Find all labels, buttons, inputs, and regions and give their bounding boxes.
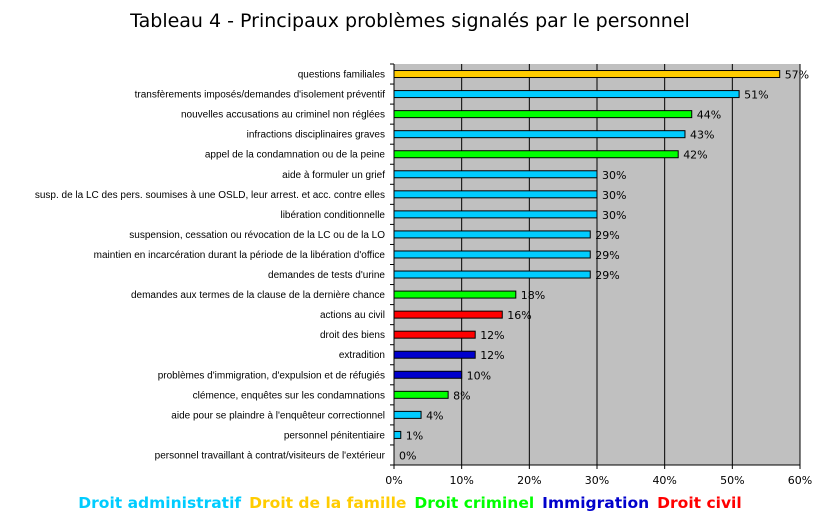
bar (393, 70, 781, 79)
legend: Droit administratif Droit de la famille Dr… (0, 494, 820, 512)
data-label: 44% (697, 109, 721, 122)
bar (393, 330, 476, 339)
data-label: 30% (602, 209, 626, 222)
category-label: susp. de la LC des pers. soumises à une … (35, 190, 385, 201)
data-label: 29% (595, 269, 619, 282)
x-tick-label: 50% (720, 474, 744, 487)
category-label: personnel pénitentiaire (284, 430, 386, 441)
legend-entry: Droit administratif (78, 494, 242, 512)
x-tick-label: 30% (585, 474, 609, 487)
legend-entry: Droit civil (657, 494, 742, 512)
bar (393, 230, 591, 239)
bar (393, 370, 463, 379)
data-label: 29% (595, 229, 619, 242)
data-label: 4% (426, 409, 443, 422)
data-label: 10% (467, 369, 491, 382)
category-label: demandes aux termes de la clause de la d… (131, 290, 385, 301)
bar (393, 90, 740, 99)
x-tick-label: 0% (385, 474, 402, 487)
category-label: questions familiales (298, 70, 385, 81)
category-label: clémence, enquêtes sur les condamnations (193, 390, 385, 401)
category-label: extradition (339, 350, 385, 361)
data-label: 16% (507, 309, 531, 322)
bar (393, 110, 693, 119)
category-label: appel de la condamnation ou de la peine (205, 150, 386, 161)
x-tick-label: 40% (652, 474, 676, 487)
x-tick-label: 10% (449, 474, 473, 487)
bar (393, 250, 591, 259)
data-label: 30% (602, 169, 626, 182)
data-label: 42% (683, 149, 707, 162)
data-label: 12% (480, 329, 504, 342)
bar (393, 210, 598, 219)
category-label: problèmes d'immigration, d'expulsion et … (158, 370, 385, 381)
x-tick-label: 60% (788, 474, 812, 487)
bar (393, 190, 598, 199)
legend-entry: Droit de la famille (249, 494, 407, 512)
x-tick-label: 20% (517, 474, 541, 487)
data-label: 43% (690, 129, 714, 142)
category-label: personnel travaillant à contrat/visiteur… (155, 450, 386, 461)
data-label: 18% (521, 289, 545, 302)
bar (393, 270, 591, 279)
bar (393, 390, 449, 399)
data-label: 30% (602, 189, 626, 202)
category-label: libération conditionnelle (280, 210, 385, 221)
data-label: 8% (453, 389, 470, 402)
bar (393, 130, 686, 139)
data-label: 12% (480, 349, 504, 362)
legend-entry: Immigration (542, 494, 650, 512)
category-label: transfèrements imposés/demandes d'isolem… (135, 90, 386, 101)
data-label: 29% (595, 249, 619, 262)
data-label: 57% (785, 69, 809, 82)
bar (393, 150, 679, 159)
chart-title: Tableau 4 - Principaux problèmes signalé… (130, 10, 690, 32)
category-label: aide à formuler un grief (282, 170, 385, 181)
category-label: demandes de tests d'urine (268, 270, 385, 281)
category-label: infractions disciplinaires graves (247, 130, 385, 141)
data-label: 0% (399, 449, 416, 462)
category-label: nouvelles accusations au criminel non ré… (181, 110, 385, 121)
bar (393, 170, 598, 179)
bar (393, 410, 422, 419)
legend-entry: Droit criminel (414, 494, 535, 512)
bar (393, 310, 503, 319)
category-label: aide pour se plaindre à l'enquêteur corr… (171, 410, 385, 421)
category-label: actions au civil (320, 310, 385, 321)
category-label: droit des biens (320, 330, 385, 341)
bar (393, 430, 402, 439)
bar (393, 350, 476, 359)
category-label: maintien en incarcération durant la péri… (94, 250, 386, 261)
bar (393, 290, 517, 299)
data-label: 51% (744, 89, 768, 102)
data-label: 1% (406, 429, 423, 442)
category-label: suspension, cessation ou révocation de l… (129, 230, 385, 241)
